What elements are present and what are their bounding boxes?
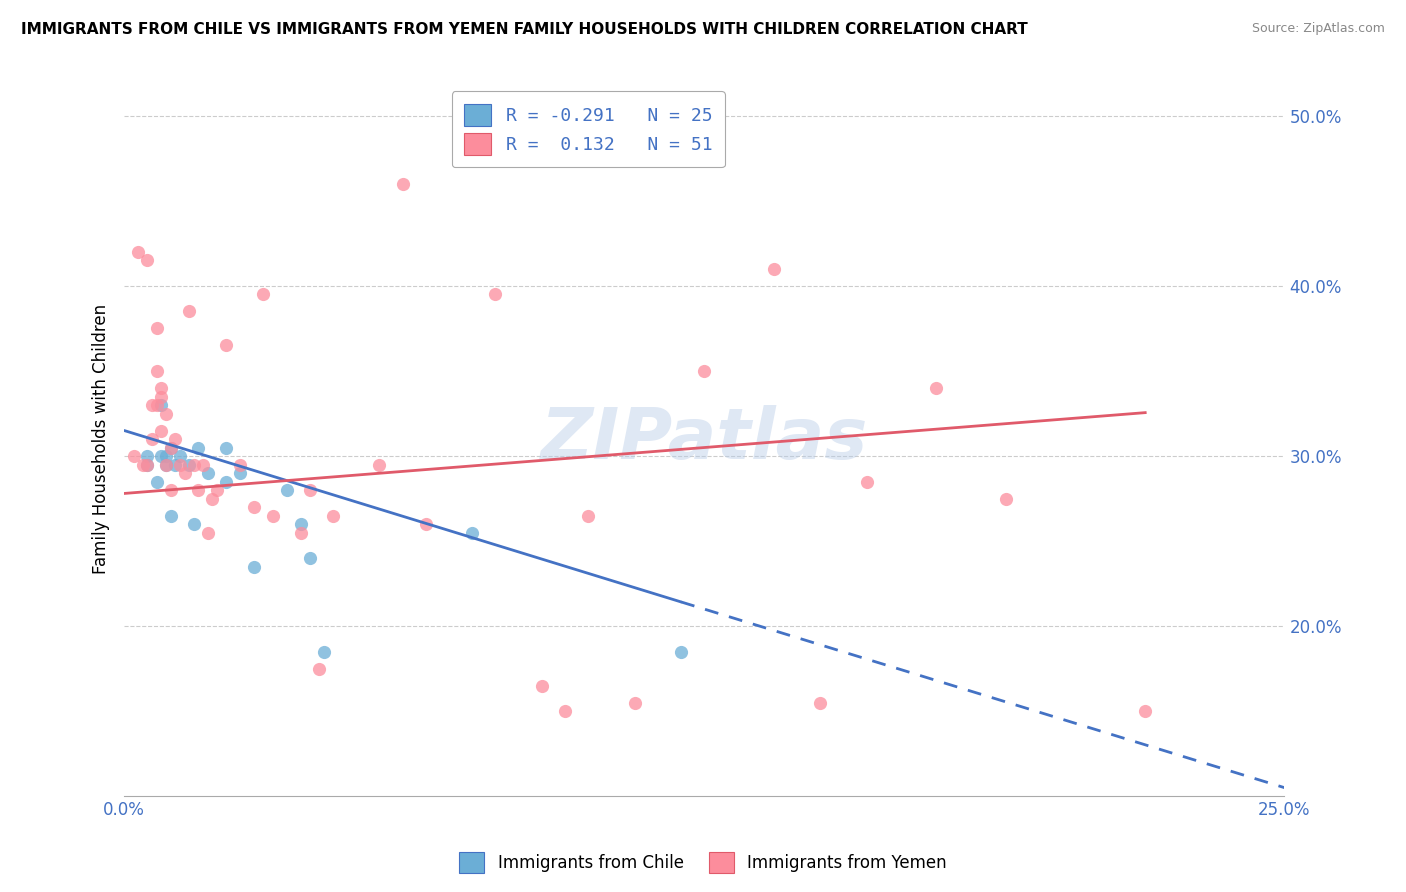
Point (197, 525, 219, 540)
Point (145, 321, 167, 335)
Point (461, 525, 484, 540)
Point (298, 551, 321, 566)
Point (484, 287, 506, 301)
Point (262, 508, 284, 523)
Point (169, 458, 191, 472)
Point (415, 517, 437, 532)
Legend: R = -0.291   N = 25, R =  0.132   N = 51: R = -0.291 N = 25, R = 0.132 N = 51 (451, 91, 725, 168)
Point (183, 517, 205, 532)
Point (243, 500, 266, 514)
Point (136, 458, 159, 472)
Point (669, 645, 692, 659)
Point (191, 458, 214, 472)
Point (145, 398, 167, 412)
Point (855, 475, 877, 489)
Point (368, 458, 391, 472)
Point (554, 704, 576, 718)
Point (155, 458, 177, 472)
Point (141, 398, 163, 412)
Point (173, 466, 195, 480)
Point (145, 364, 167, 378)
Point (243, 559, 266, 574)
Point (187, 483, 209, 497)
Point (145, 475, 167, 489)
Point (215, 441, 238, 455)
Point (215, 338, 238, 352)
Point (925, 381, 948, 395)
Point (132, 458, 155, 472)
Text: Source: ZipAtlas.com: Source: ZipAtlas.com (1251, 22, 1385, 36)
Text: ZIPatlas: ZIPatlas (541, 405, 868, 474)
Point (122, 449, 145, 463)
Text: IMMIGRANTS FROM CHILE VS IMMIGRANTS FROM YEMEN FAMILY HOUSEHOLDS WITH CHILDREN C: IMMIGRANTS FROM CHILE VS IMMIGRANTS FROM… (21, 22, 1028, 37)
Point (693, 364, 716, 378)
Point (159, 441, 181, 455)
Point (183, 458, 205, 472)
Point (127, 244, 149, 259)
Point (530, 679, 553, 693)
Y-axis label: Family Households with Children: Family Households with Children (93, 304, 110, 574)
Point (150, 390, 173, 404)
Point (215, 475, 238, 489)
Point (205, 483, 228, 497)
Point (159, 508, 181, 523)
Point (197, 466, 219, 480)
Point (136, 253, 159, 268)
Point (150, 424, 173, 438)
Point (252, 287, 274, 301)
Point (276, 483, 298, 497)
Point (576, 508, 599, 523)
Point (136, 449, 159, 463)
Point (308, 662, 330, 676)
Point (201, 491, 224, 506)
Point (322, 508, 344, 523)
Point (141, 432, 163, 446)
Point (290, 517, 312, 532)
Point (150, 449, 173, 463)
Point (290, 525, 312, 540)
Point (159, 441, 181, 455)
Point (165, 432, 187, 446)
Point (179, 458, 201, 472)
Point (155, 449, 177, 463)
Point (762, 262, 785, 277)
Point (155, 407, 177, 421)
Point (391, 177, 413, 191)
Point (159, 483, 181, 497)
Point (229, 458, 252, 472)
Point (187, 441, 209, 455)
Point (136, 458, 159, 472)
Point (1135, 704, 1157, 718)
Point (623, 696, 645, 710)
Legend: Immigrants from Chile, Immigrants from Yemen: Immigrants from Chile, Immigrants from Y… (453, 846, 953, 880)
Point (169, 449, 191, 463)
Point (994, 491, 1017, 506)
Point (155, 458, 177, 472)
Point (298, 483, 321, 497)
Point (312, 645, 335, 659)
Point (179, 304, 201, 318)
Point (165, 458, 187, 472)
Point (150, 398, 173, 412)
Point (808, 696, 831, 710)
Point (150, 381, 173, 395)
Point (229, 466, 252, 480)
